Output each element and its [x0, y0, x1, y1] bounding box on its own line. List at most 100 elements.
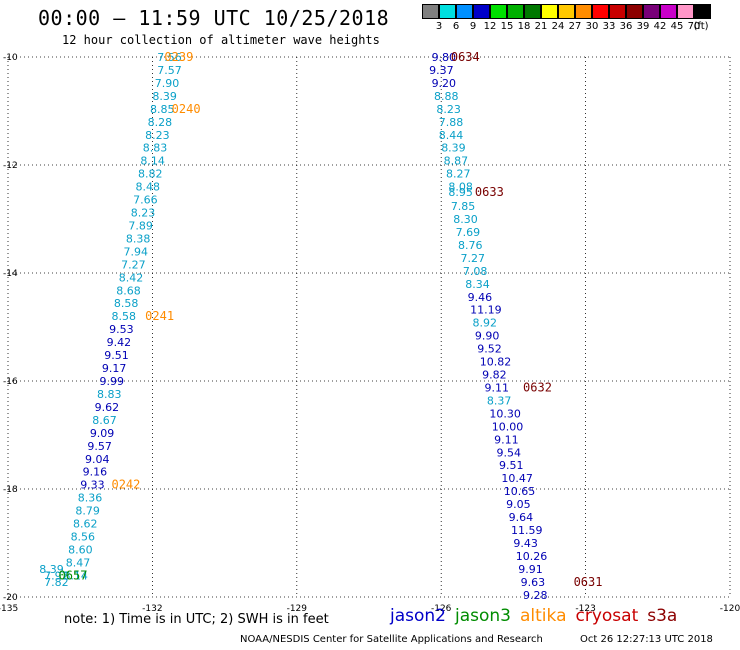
- swh-value-label: 9.37: [429, 64, 454, 77]
- color-scale-swatch: [473, 4, 490, 19]
- swh-value-label: 8.23: [145, 129, 170, 142]
- color-scale-label: 42: [653, 21, 667, 32]
- pass-time-label: 0241: [145, 309, 174, 323]
- swh-value-label: 7.57: [157, 64, 182, 77]
- y-tick-label: -20: [3, 593, 18, 603]
- swh-value-label: 7.82: [44, 576, 69, 589]
- satellite-jason3: jason3: [455, 606, 511, 626]
- y-tick-label: -10: [3, 53, 18, 63]
- color-scale-label: 21: [534, 21, 548, 32]
- satellite-altika: altika: [520, 606, 567, 626]
- swh-value-label: 9.99: [99, 375, 124, 388]
- footer-credit: NOAA/NESDIS Center for Satellite Applica…: [240, 634, 543, 645]
- color-scale-swatch: [643, 4, 660, 19]
- swh-value-label: 8.37: [487, 394, 512, 407]
- swh-value-label: 8.34: [465, 278, 490, 291]
- swh-value-label: 8.38: [126, 232, 151, 245]
- pass-time-label: 0240: [172, 102, 201, 116]
- swh-value-label: 7.27: [121, 258, 146, 271]
- swh-value-label: 8.76: [458, 239, 483, 252]
- swh-value-label: 8.47: [66, 556, 91, 569]
- swh-value-label: 8.62: [73, 518, 98, 531]
- swh-value-label: 7.66: [133, 194, 158, 207]
- page-subtitle: 12 hour collection of altimeter wave hei…: [62, 33, 380, 47]
- swh-value-label: 8.08: [448, 181, 473, 194]
- swh-value-label: 8.82: [138, 168, 163, 181]
- swh-value-label: 8.85: [150, 103, 175, 116]
- swh-value-label: 9.54: [497, 446, 522, 459]
- swh-value-label: 11.19: [470, 304, 502, 317]
- swh-value-label: 8.39: [441, 142, 466, 155]
- color-scale-swatch: [490, 4, 507, 19]
- swh-value-label: 9.91: [518, 563, 543, 576]
- swh-value-label: 8.58: [114, 297, 139, 310]
- color-scale-swatch: [507, 4, 524, 19]
- swh-value-label: 9.04: [85, 453, 110, 466]
- swh-value-label: 9.82: [482, 369, 507, 382]
- satellite-s3a: s3a: [647, 606, 678, 626]
- color-scale-swatch: [439, 4, 456, 19]
- swh-value-label: 8.14: [63, 569, 88, 582]
- swh-value-label: 8.44: [439, 129, 464, 142]
- swh-value-label: 9.51: [104, 349, 128, 362]
- satellite-cryosat: cryosat: [575, 606, 639, 626]
- color-scale-label: 15: [500, 21, 514, 32]
- swh-value-label: 8.30: [453, 213, 478, 226]
- x-tick-label: -126: [431, 604, 452, 614]
- swh-value-label: 10.82: [480, 356, 512, 369]
- color-scale-swatch: [609, 4, 626, 19]
- swh-value-label: 9.53: [109, 323, 134, 336]
- swh-value-label: 8.95: [448, 186, 473, 199]
- color-scale-label: 45: [670, 21, 684, 32]
- swh-value-label: 7.08: [463, 265, 488, 278]
- color-scale-swatch: [592, 4, 609, 19]
- swh-value-label: 9.42: [107, 336, 132, 349]
- swh-value-label: 9.05: [506, 498, 531, 511]
- x-tick-label: -135: [0, 604, 18, 614]
- swh-value-label: 8.83: [97, 388, 122, 401]
- swh-value-label: 11.59: [511, 524, 543, 537]
- color-scale-swatch: [541, 4, 558, 19]
- color-scale-legend: 3 6 9 12 15 18 21 24 27 30 33 36 39 42 45 70 (ft): [422, 4, 728, 36]
- color-scale-swatch: [626, 4, 643, 19]
- color-scale-label: 12: [483, 21, 497, 32]
- swh-value-label: 7.69: [456, 226, 481, 239]
- swh-value-label: 9.46: [468, 291, 493, 304]
- swh-value-label: 7.85: [451, 200, 476, 213]
- swh-value-label: 8.83: [143, 142, 168, 155]
- swh-value-label: 8.39: [152, 90, 177, 103]
- swh-value-label: 7.92: [44, 569, 69, 582]
- color-scale-label: 18: [517, 21, 531, 32]
- pass-time-label: 0633: [475, 185, 504, 199]
- color-scale-label: 3: [435, 21, 443, 32]
- pass-time-label: 0242: [111, 478, 140, 492]
- x-tick-label: -123: [575, 604, 595, 614]
- swh-value-label: 8.60: [68, 543, 93, 556]
- color-scale-swatch: [660, 4, 677, 19]
- swh-value-label: 8.39: [39, 563, 64, 576]
- swh-value-label: 8.23: [131, 207, 156, 220]
- swh-value-label: 9.11: [494, 433, 519, 446]
- swh-value-label: 9.09: [90, 427, 115, 440]
- swh-value-label: 8.42: [119, 271, 144, 284]
- color-scale-label: 30: [585, 21, 599, 32]
- color-scale-label: 27: [568, 21, 582, 32]
- pass-time-label: 0657: [59, 568, 88, 582]
- y-tick-label: -12: [3, 161, 18, 171]
- swh-value-label: 10.65: [504, 485, 535, 498]
- page-title: 00:00 – 11:59 UTC 10/25/2018: [38, 6, 390, 30]
- color-scale-swatch: [575, 4, 592, 19]
- satellite-legend: jason2 jason3 altika cryosat s3a: [390, 606, 686, 626]
- color-scale-swatch: [677, 4, 694, 19]
- swh-value-label: 9.57: [87, 440, 112, 453]
- color-scale-label: 33: [602, 21, 616, 32]
- satellite-jason2: jason2: [390, 606, 446, 626]
- swh-value-label: 8.58: [111, 310, 136, 323]
- x-tick-label: -129: [287, 604, 308, 614]
- color-scale-swatch: [558, 4, 575, 19]
- color-scale-swatch: [456, 4, 473, 19]
- swh-value-label: 9.63: [521, 576, 546, 589]
- swh-value-label: 9.16: [83, 466, 108, 479]
- swh-value-label: 8.28: [148, 116, 173, 129]
- swh-value-label: 8.23: [436, 103, 461, 116]
